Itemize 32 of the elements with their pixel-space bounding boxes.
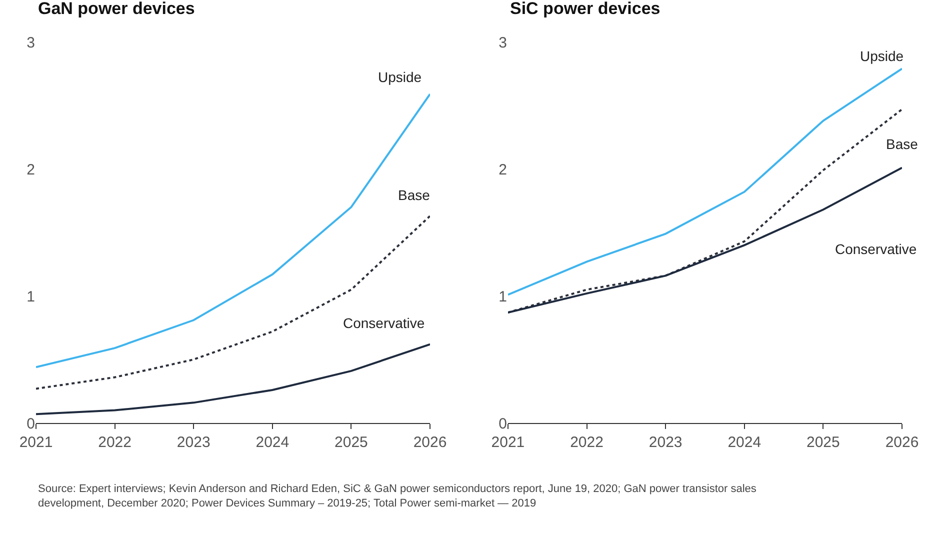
x-tick-label: 2024 <box>728 434 762 451</box>
x-tick-label: 2022 <box>570 434 604 451</box>
y-tick-label: 3 <box>498 34 507 52</box>
y-tick-label: 1 <box>26 288 35 306</box>
x-tick-label: 2022 <box>98 434 132 451</box>
series-label: Conservative <box>343 315 425 331</box>
x-tick-label: 2026 <box>413 434 447 451</box>
source-note: Source: Expert interviews; Kevin Anderson and Richard Eden, SiC & GaN power semiconductors report, June 19, 2020; GaN power transistor sales development, December 2020; Power Devices Summary – 2019-25; Total Power semi-market — 2019 <box>38 483 757 510</box>
series-label: Base <box>886 136 918 152</box>
chart-title: GaN power devices <box>38 0 195 18</box>
x-tick-label: 2025 <box>806 434 840 451</box>
chart-title: SiC power devices <box>510 0 660 18</box>
y-tick-label: 1 <box>498 288 507 306</box>
x-tick-label: 2023 <box>648 434 682 451</box>
y-tick-label: 2 <box>498 161 507 178</box>
line-series <box>36 214 430 390</box>
series-label: Upside <box>860 48 904 64</box>
y-tick-label: 3 <box>26 34 35 52</box>
text: Conservative <box>835 241 917 257</box>
x-tick-label: 2024 <box>256 434 290 451</box>
x-tick-label: 2025 <box>334 434 368 451</box>
line-series <box>36 343 430 416</box>
x-tick-label: 2023 <box>176 434 210 451</box>
y-tick-label: 2 <box>26 161 35 178</box>
y-tick-label: 0 <box>26 415 35 432</box>
y-tick-label: 0 <box>498 415 507 432</box>
series-label: Base <box>398 187 430 203</box>
series-label: Upside <box>378 69 422 85</box>
x-tick-label: 2021 <box>19 434 53 451</box>
x-tick-label: 2021 <box>491 434 525 451</box>
line-series <box>36 93 430 368</box>
x-tick-label: 2026 <box>885 434 919 451</box>
